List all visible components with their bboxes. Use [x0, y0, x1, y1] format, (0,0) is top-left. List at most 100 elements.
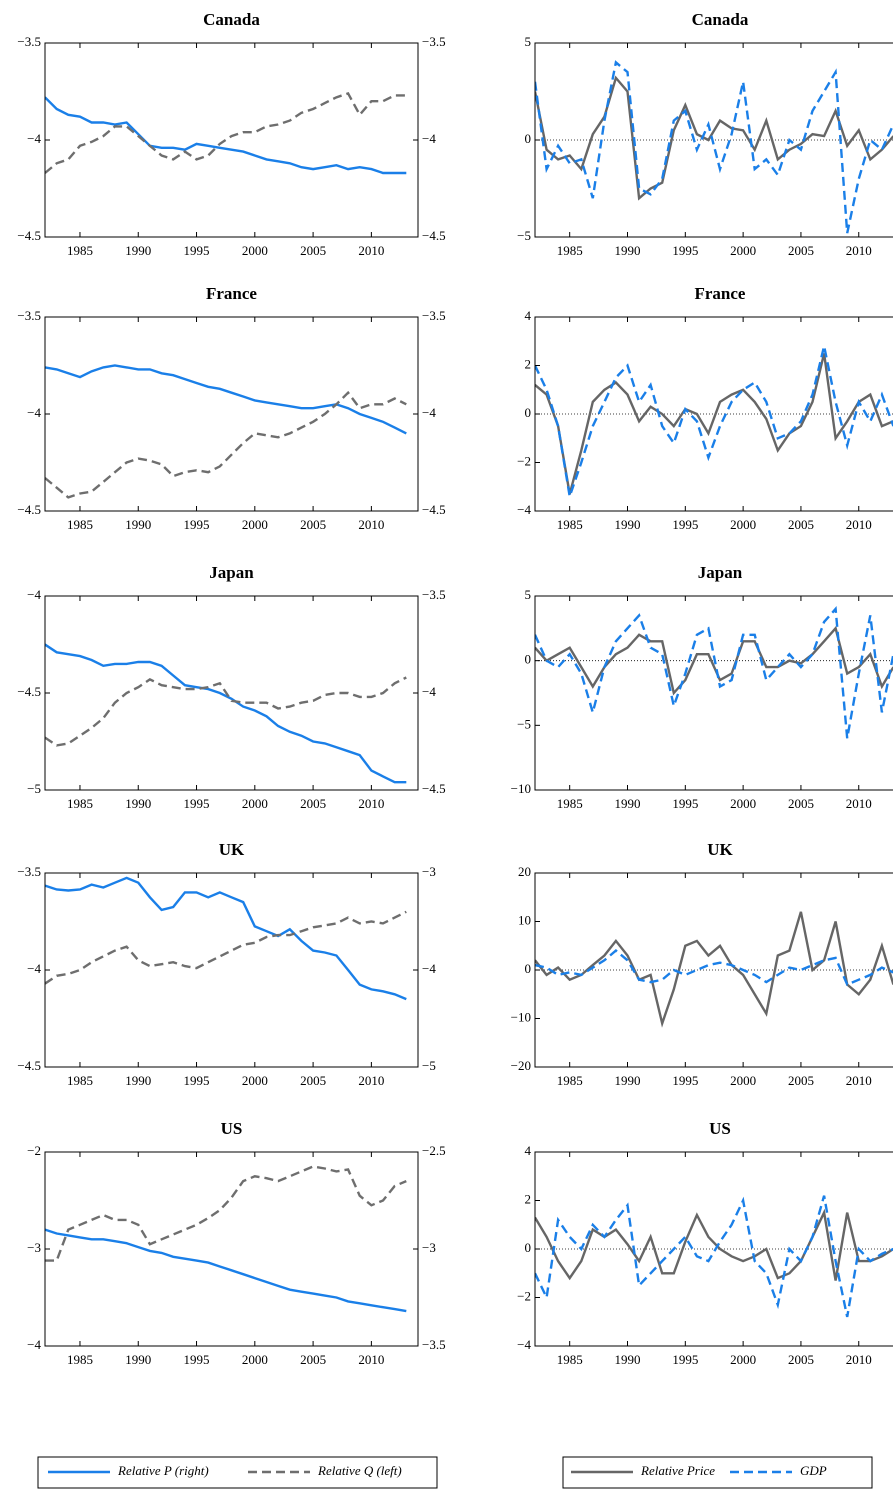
x-tick-label: 2010 [358, 517, 384, 532]
series-line [45, 676, 407, 747]
x-tick-label: 2000 [242, 1352, 268, 1367]
legend-label: Relative P (right) [117, 1463, 209, 1478]
legend-label: Relative Q (left) [317, 1463, 402, 1478]
plot-frame [44, 42, 419, 238]
series-line [535, 75, 893, 201]
y2-tick-label: −3 [422, 864, 436, 879]
y-tick-label: −4.5 [17, 502, 41, 517]
y2-tick-label: −3.5 [422, 308, 446, 323]
x-tick-label: 1985 [67, 517, 93, 532]
y-tick-label: −10 [511, 781, 531, 796]
y-tick-label: −4 [517, 502, 531, 517]
x-tick-label: 1985 [557, 517, 583, 532]
x-tick-label: 1985 [557, 1073, 583, 1088]
x-tick-label: 1985 [67, 1073, 93, 1088]
y-tick-label: 5 [525, 587, 532, 602]
x-tick-label: 1985 [557, 796, 583, 811]
chart-title: UK [219, 840, 245, 859]
x-tick-label: 2005 [300, 243, 326, 258]
legend-label: GDP [800, 1463, 827, 1478]
plot-frame [534, 595, 893, 791]
x-tick-label: 2000 [242, 1073, 268, 1088]
y-tick-label: −4 [27, 961, 41, 976]
x-tick-label: 1985 [557, 243, 583, 258]
y-tick-label: −4.5 [17, 684, 41, 699]
y2-tick-label: −4 [422, 405, 436, 420]
x-tick-label: 1985 [67, 1352, 93, 1367]
x-tick-label: 2005 [788, 243, 814, 258]
plot-frame [534, 1151, 893, 1347]
series-line [45, 643, 407, 784]
x-tick-label: 2000 [730, 796, 756, 811]
x-tick-label: 2010 [846, 796, 872, 811]
y2-tick-label: −4 [422, 131, 436, 146]
x-tick-label: 1995 [184, 1352, 210, 1367]
x-tick-label: 1995 [672, 796, 698, 811]
series-line [45, 91, 407, 174]
y-tick-label: 2 [525, 356, 532, 371]
x-tick-label: 1990 [615, 517, 641, 532]
y-tick-label: −2 [517, 1288, 531, 1303]
x-tick-label: 2010 [358, 243, 384, 258]
x-tick-label: 1995 [672, 517, 698, 532]
y-tick-label: 20 [518, 864, 531, 879]
x-tick-label: 2010 [358, 796, 384, 811]
x-tick-label: 2005 [300, 1352, 326, 1367]
x-tick-label: 1990 [125, 517, 151, 532]
y-tick-label: 4 [525, 308, 532, 323]
y-tick-label: 0 [525, 405, 532, 420]
y-tick-label: 2 [525, 1191, 532, 1206]
y-tick-label: −4 [517, 1337, 531, 1352]
y2-tick-label: −3.5 [422, 34, 446, 49]
legend-label: Relative Price [640, 1463, 715, 1478]
x-tick-label: 1990 [125, 796, 151, 811]
series-line [45, 910, 407, 985]
chart-title: France [695, 284, 746, 303]
x-tick-label: 2005 [788, 1073, 814, 1088]
x-tick-label: 2005 [788, 517, 814, 532]
x-tick-label: 1995 [672, 1352, 698, 1367]
series-line [535, 1208, 893, 1281]
series-line [535, 353, 893, 495]
x-tick-label: 2010 [358, 1073, 384, 1088]
y-tick-label: −2 [27, 1143, 41, 1158]
x-tick-label: 2000 [730, 1073, 756, 1088]
y-tick-label: 0 [525, 1240, 532, 1255]
x-tick-label: 1995 [184, 517, 210, 532]
series-line [535, 60, 893, 234]
y-tick-label: 10 [518, 912, 531, 927]
chart-title: France [206, 284, 257, 303]
y-tick-label: −5 [517, 716, 531, 731]
y-tick-label: −5 [517, 228, 531, 243]
y-tick-label: −10 [511, 1009, 531, 1024]
x-tick-label: 1995 [184, 796, 210, 811]
chart-title: Canada [692, 10, 749, 29]
y2-tick-label: −3 [422, 1240, 436, 1255]
y-tick-label: 0 [525, 131, 532, 146]
x-tick-label: 2010 [846, 517, 872, 532]
series-line [45, 876, 407, 1001]
plot-frame [44, 872, 419, 1068]
y-tick-label: −4 [27, 405, 41, 420]
y-tick-label: −5 [27, 781, 41, 796]
x-tick-label: 1990 [615, 1352, 641, 1367]
y-tick-label: −3.5 [17, 34, 41, 49]
y2-tick-label: −4.5 [422, 502, 446, 517]
x-tick-label: 2010 [846, 1073, 872, 1088]
y2-tick-label: −2.5 [422, 1143, 446, 1158]
series-line [45, 364, 407, 435]
y-tick-label: −4 [27, 131, 41, 146]
series-line [535, 949, 893, 987]
x-tick-label: 2000 [242, 243, 268, 258]
series-line [535, 345, 893, 497]
y-tick-label: −4.5 [17, 228, 41, 243]
x-tick-label: 1990 [615, 1073, 641, 1088]
y-tick-label: −4.5 [17, 1058, 41, 1073]
x-tick-label: 1995 [672, 243, 698, 258]
series-line [535, 911, 893, 1028]
legend-box [37, 1456, 438, 1489]
chart-title: Canada [203, 10, 260, 29]
y2-tick-label: −4 [422, 684, 436, 699]
series-line [45, 96, 407, 175]
x-tick-label: 1990 [125, 1073, 151, 1088]
